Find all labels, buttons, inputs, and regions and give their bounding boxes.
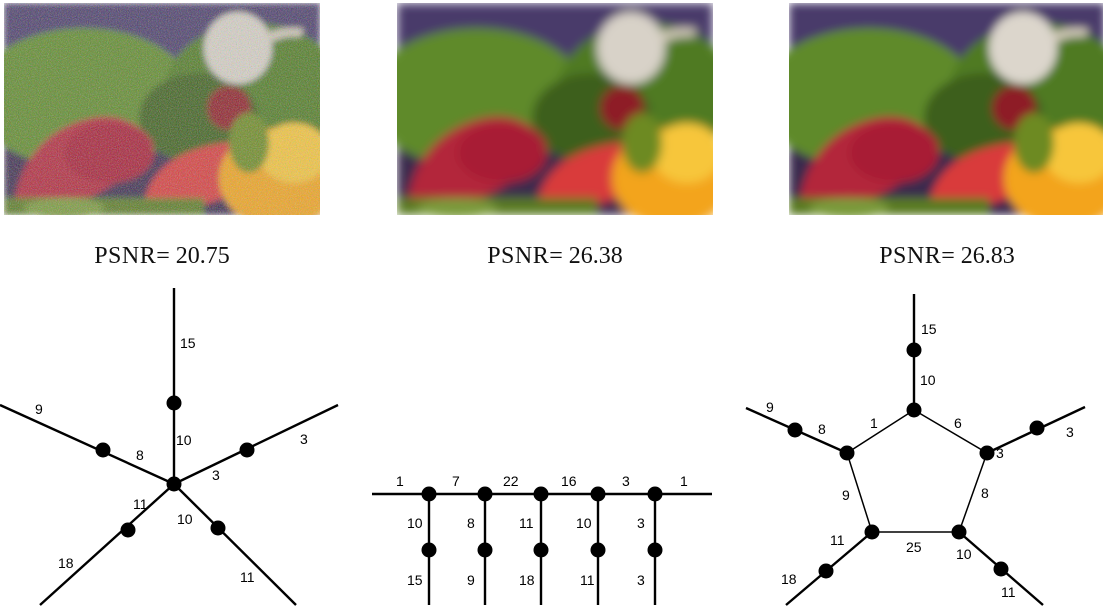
pentagon-node xyxy=(840,446,855,461)
pentagon-cycle-label: 6 xyxy=(954,415,962,431)
chain-node xyxy=(422,487,437,502)
star-labels: 15 10 9 8 3 3 11 18 10 11 xyxy=(35,335,308,585)
star-edge-right xyxy=(174,405,338,484)
chain-mid-label: 10 xyxy=(407,515,423,531)
star-edge-lower-right xyxy=(174,484,296,605)
chain-top-label: 7 xyxy=(452,473,460,489)
pentagon-cycle-label: 9 xyxy=(842,487,850,503)
chain-node xyxy=(591,543,606,558)
chain-node xyxy=(422,543,437,558)
star-label: 3 xyxy=(212,467,220,483)
star-label: 11 xyxy=(240,569,255,585)
pentagon-spoke-label: 10 xyxy=(920,372,936,388)
star-center-node xyxy=(167,477,182,492)
chain-node xyxy=(648,543,663,558)
chain-mid-label: 3 xyxy=(637,515,645,531)
star-node xyxy=(167,396,182,411)
pentagon-labels: 15 10 9 8 3 3 18 11 11 10 1 6 8 25 9 xyxy=(766,321,1074,600)
star-label: 15 xyxy=(180,335,196,351)
pentagon-spoke-label: 3 xyxy=(996,445,1004,461)
pentagon-node xyxy=(952,525,967,540)
star-label: 10 xyxy=(176,432,192,448)
star-node xyxy=(240,443,255,458)
pentagon-spoke-label: 11 xyxy=(1001,584,1016,600)
star-label: 8 xyxy=(136,447,144,463)
pentagon-spoke-label: 10 xyxy=(956,546,972,562)
chain-top-label: 3 xyxy=(622,473,630,489)
pentagon-outer-node xyxy=(819,564,834,579)
chain-node xyxy=(478,487,493,502)
star-edge-left xyxy=(0,405,174,484)
chain-top-label: 16 xyxy=(561,473,577,489)
star-node xyxy=(96,443,111,458)
pentagon-node xyxy=(865,525,880,540)
pentagon-spoke-label: 18 xyxy=(781,571,797,587)
chain-top-label: 1 xyxy=(396,473,404,489)
pentagon-node xyxy=(980,446,995,461)
chain-top-label: 1 xyxy=(680,473,688,489)
pentagon-outer-node xyxy=(907,343,922,358)
pentagon-node xyxy=(907,403,922,418)
star-label: 18 xyxy=(58,555,74,571)
star-node xyxy=(211,521,226,536)
pentagon-cycle-label: 1 xyxy=(870,415,878,431)
pentagon-cycle xyxy=(847,410,987,532)
chain-node xyxy=(534,543,549,558)
pentagon-outer-node xyxy=(1030,421,1045,436)
chain-mid-label: 11 xyxy=(519,515,534,531)
chain-bottom-label: 18 xyxy=(519,572,535,588)
chain-bottom-label: 9 xyxy=(467,572,475,588)
pentagon-spoke-label: 3 xyxy=(1066,424,1074,440)
pentagon-cycle-label: 25 xyxy=(906,539,922,555)
chain-bottom-label: 3 xyxy=(637,572,645,588)
chain-node xyxy=(648,487,663,502)
pentagon-outer-node xyxy=(788,423,803,438)
star-label: 3 xyxy=(300,431,308,447)
chain-node xyxy=(534,487,549,502)
chain-mid-label: 8 xyxy=(467,515,475,531)
star-label: 10 xyxy=(177,511,193,527)
chain-mid-label: 10 xyxy=(576,515,592,531)
chain-node xyxy=(591,487,606,502)
pentagon-spoke-label: 11 xyxy=(830,532,845,548)
pentagon-spoke-label: 9 xyxy=(766,399,774,415)
star-edge-lower-left xyxy=(40,484,174,605)
chain-top-label: 22 xyxy=(503,473,519,489)
pentagon-spoke-label: 8 xyxy=(818,421,826,437)
pentagon-spoke-label: 15 xyxy=(921,321,937,337)
pentagon-outer-node xyxy=(994,562,1009,577)
star-label: 11 xyxy=(133,496,148,512)
star-graph xyxy=(0,288,338,605)
chain-bottom-label: 15 xyxy=(407,572,423,588)
pentagon-graph xyxy=(746,294,1085,605)
star-node xyxy=(121,523,136,538)
chain-bottom-label: 11 xyxy=(580,572,595,588)
pentagon-cycle-label: 8 xyxy=(981,485,989,501)
star-label: 9 xyxy=(35,401,43,417)
chain-node xyxy=(478,543,493,558)
